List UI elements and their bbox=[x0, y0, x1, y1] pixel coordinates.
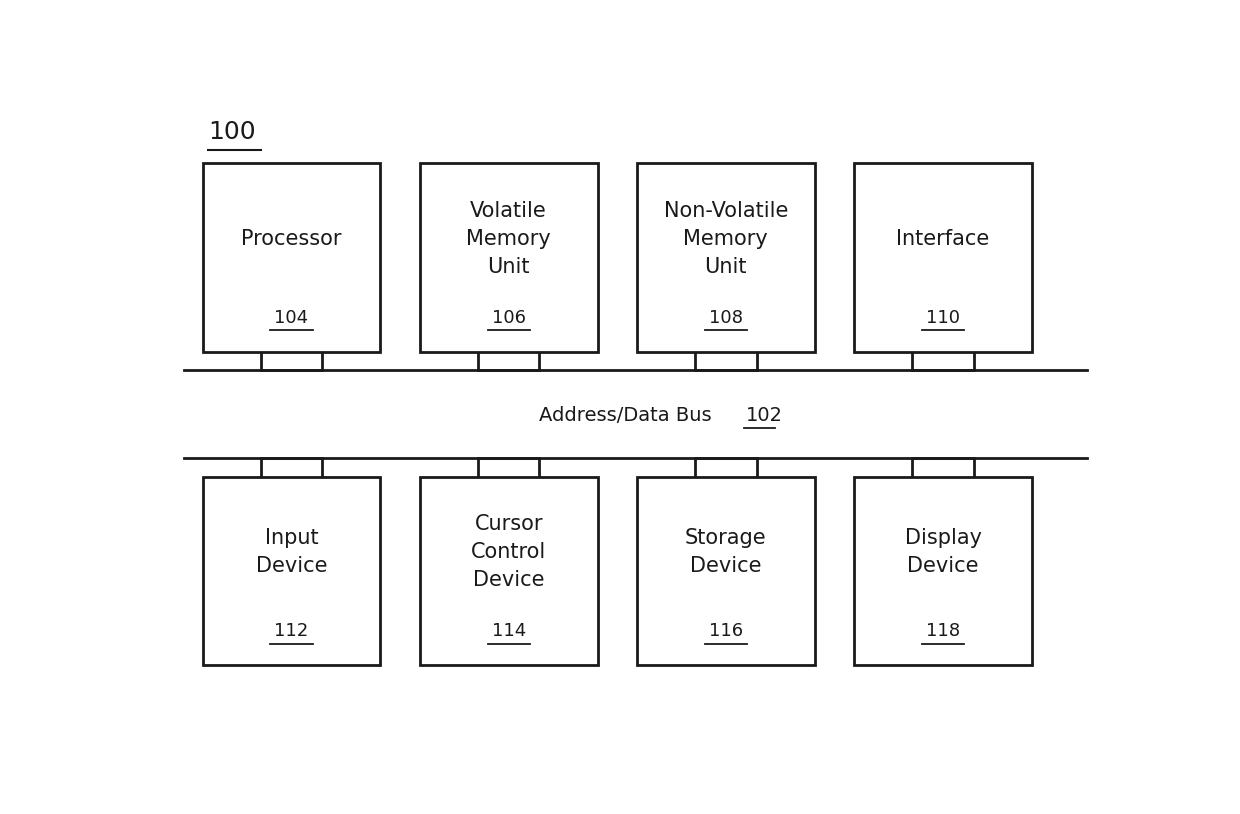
Bar bbox=[854, 164, 1032, 352]
Bar bbox=[202, 164, 381, 352]
Text: Cursor
Control
Device: Cursor Control Device bbox=[471, 514, 547, 590]
Text: 102: 102 bbox=[746, 406, 782, 425]
Text: Display
Device: Display Device bbox=[904, 528, 982, 576]
Text: Volatile
Memory
Unit: Volatile Memory Unit bbox=[466, 201, 551, 277]
Bar bbox=[202, 477, 381, 665]
Text: Non-Volatile
Memory
Unit: Non-Volatile Memory Unit bbox=[663, 201, 789, 277]
Bar bbox=[420, 164, 598, 352]
Text: Processor: Processor bbox=[242, 229, 342, 249]
Text: 116: 116 bbox=[709, 622, 743, 640]
Text: 118: 118 bbox=[926, 622, 960, 640]
Bar bbox=[420, 477, 598, 665]
Text: Address/Data Bus: Address/Data Bus bbox=[539, 406, 712, 425]
Text: 112: 112 bbox=[274, 622, 309, 640]
Text: 100: 100 bbox=[208, 120, 255, 143]
Bar bbox=[637, 164, 815, 352]
Bar bbox=[637, 477, 815, 665]
Text: 106: 106 bbox=[491, 309, 526, 326]
Text: Input
Device: Input Device bbox=[255, 528, 327, 576]
Bar bbox=[854, 477, 1032, 665]
Text: 114: 114 bbox=[491, 622, 526, 640]
Text: 110: 110 bbox=[926, 309, 960, 326]
Text: Interface: Interface bbox=[897, 229, 990, 249]
Text: Storage
Device: Storage Device bbox=[684, 528, 766, 576]
Text: 108: 108 bbox=[709, 309, 743, 326]
Text: 104: 104 bbox=[274, 309, 309, 326]
